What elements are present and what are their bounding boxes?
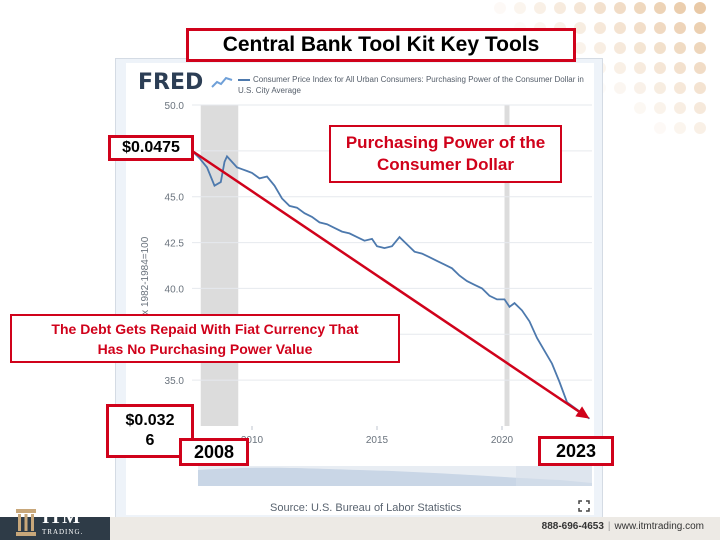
decorative-dot xyxy=(694,102,706,114)
logo-text: ITM xyxy=(42,506,80,528)
logo-subtext: TRADING. xyxy=(42,527,84,536)
fred-logo: FRED xyxy=(138,70,233,95)
x-tick-label: 2010 xyxy=(241,435,264,446)
decorative-dot xyxy=(614,2,626,14)
decorative-dot xyxy=(554,2,566,14)
message-annotation: The Debt Gets Repaid With Fiat Currency … xyxy=(10,314,400,363)
trend-arrowhead xyxy=(575,406,590,419)
decorative-dot xyxy=(654,122,666,134)
footer-bar xyxy=(0,517,720,540)
footer-contact: 888-696-4653 | www.itmtrading.com xyxy=(542,521,704,532)
decorative-dot xyxy=(634,62,646,74)
end-value-label: $0.032 6 xyxy=(106,404,194,458)
decorative-dot xyxy=(634,2,646,14)
decorative-dot xyxy=(654,22,666,34)
decorative-dot xyxy=(694,122,706,134)
decorative-dot xyxy=(654,62,666,74)
legend-text: Consumer Price Index for All Urban Consu… xyxy=(238,75,584,95)
slide-title: Central Bank Tool Kit Key Tools xyxy=(186,28,576,62)
expand-icon[interactable] xyxy=(578,500,590,512)
y-tick-label: 45.0 xyxy=(165,193,185,204)
decorative-dot xyxy=(694,82,706,94)
decorative-dot xyxy=(674,122,686,134)
decorative-dot xyxy=(574,2,586,14)
recession-band xyxy=(504,105,510,426)
decorative-dot xyxy=(694,22,706,34)
start-year-label: 2008 xyxy=(179,438,249,466)
decorative-dot xyxy=(654,2,666,14)
decorative-dot xyxy=(674,22,686,34)
decorative-dot xyxy=(634,102,646,114)
footer-website[interactable]: www.itmtrading.com xyxy=(614,521,704,532)
decorative-dot xyxy=(594,42,606,54)
decorative-dot xyxy=(694,62,706,74)
navigator-area xyxy=(198,467,592,486)
decorative-dot xyxy=(614,82,626,94)
decorative-dot xyxy=(654,82,666,94)
decorative-dot xyxy=(694,2,706,14)
decorative-dot xyxy=(634,22,646,34)
decorative-dot xyxy=(514,2,526,14)
decorative-dot xyxy=(674,62,686,74)
decorative-dot xyxy=(654,102,666,114)
start-value-label: $0.0475 xyxy=(108,135,194,161)
headline-annotation: Purchasing Power of the Consumer Dollar xyxy=(329,125,562,183)
fred-logo-text: FRED xyxy=(138,70,204,95)
itm-logo: ITM TRADING. xyxy=(14,505,83,539)
decorative-dot xyxy=(574,42,586,54)
y-tick-label: 35.0 xyxy=(165,376,185,387)
footer-separator: | xyxy=(607,521,611,532)
x-tick-label: 2015 xyxy=(366,435,389,446)
series-line xyxy=(191,150,591,420)
fred-series-legend: Consumer Price Index for All Urban Consu… xyxy=(238,74,588,96)
decorative-dot xyxy=(574,22,586,34)
decorative-dot xyxy=(594,2,606,14)
y-tick-label: 42.5 xyxy=(165,239,185,250)
recession-band xyxy=(200,105,239,426)
y-tick-label: 50.0 xyxy=(165,101,185,112)
decorative-dot xyxy=(654,42,666,54)
decorative-dot xyxy=(634,42,646,54)
decorative-dot xyxy=(674,82,686,94)
decorative-dot xyxy=(594,22,606,34)
trend-arrow xyxy=(191,149,580,413)
decorative-dot xyxy=(674,102,686,114)
column-icon xyxy=(16,509,36,536)
navigator-window xyxy=(516,466,592,486)
decorative-dot xyxy=(634,82,646,94)
decorative-dot xyxy=(674,2,686,14)
decorative-dot xyxy=(534,2,546,14)
y-axis-label: Index 1982-1984=100 xyxy=(140,236,151,334)
y-tick-label: 40.0 xyxy=(165,284,185,295)
decorative-dot xyxy=(614,62,626,74)
end-year-label: 2023 xyxy=(538,436,614,466)
decorative-dot xyxy=(494,2,506,14)
x-tick-label: 2020 xyxy=(491,435,514,446)
footer-phone: 888-696-4653 xyxy=(541,521,604,532)
fred-sparkline-icon xyxy=(211,76,233,88)
decorative-dot xyxy=(614,42,626,54)
decorative-dot xyxy=(694,42,706,54)
source-note: Source: U.S. Bureau of Labor Statistics xyxy=(270,502,462,514)
legend-swatch xyxy=(238,78,250,81)
decorative-dot xyxy=(614,22,626,34)
decorative-dot xyxy=(674,42,686,54)
